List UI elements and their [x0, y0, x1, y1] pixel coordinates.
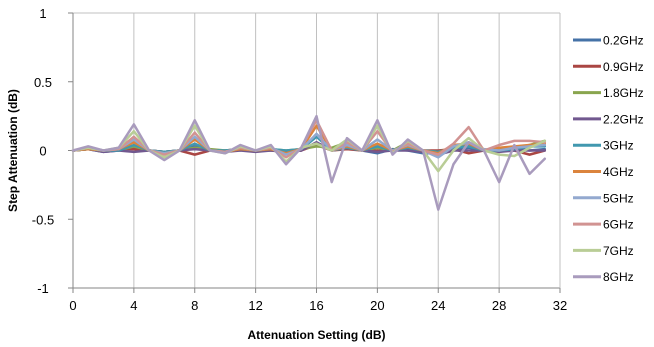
series-line-8GHz [71, 114, 547, 211]
x-tick-label: 4 [130, 298, 137, 313]
x-tick-label: 28 [492, 298, 506, 313]
legend-label-2.2GHz: 2.2GHz [603, 112, 644, 126]
x-tick-label: 0 [69, 298, 76, 313]
legend-label-6GHz: 6GHz [603, 218, 634, 232]
y-tick-label: -1 [37, 281, 49, 296]
y-tick-label: 0 [39, 144, 46, 159]
legend: 0.2GHz 0.9GHz 1.8GHz 2.2GHz 3GHz 4GHz 5GHz 6GHz… [573, 34, 644, 284]
x-tick-label: 32 [553, 298, 567, 313]
legend-label-0.2GHz: 0.2GHz [603, 34, 644, 48]
x-axis-title: Attenuation Setting (dB) [248, 328, 386, 342]
legend-label-0.9GHz: 0.9GHz [603, 60, 644, 74]
x-tick-label: 8 [191, 298, 198, 313]
y-axis-title: Step Attenuation (dB) [6, 89, 20, 212]
series-group [71, 114, 547, 211]
y-tick-label: 0.5 [34, 75, 52, 90]
x-tick-label: 12 [248, 298, 262, 313]
tick-labels: -1 -0.5 0 0.5 1 0 4 8 12 16 20 24 28 32 [32, 6, 567, 313]
legend-label-7GHz: 7GHz [603, 244, 634, 258]
legend-label-4GHz: 4GHz [603, 165, 634, 179]
legend-label-8GHz: 8GHz [603, 270, 634, 284]
y-tick-label: -0.5 [32, 212, 54, 227]
y-tick-label: 1 [39, 6, 46, 21]
x-tick-label: 20 [370, 298, 384, 313]
legend-label-5GHz: 5GHz [603, 191, 634, 205]
legend-label-3GHz: 3GHz [603, 139, 634, 153]
x-tick-label: 16 [309, 298, 323, 313]
x-tick-label: 24 [431, 298, 445, 313]
legend-label-1.8GHz: 1.8GHz [603, 86, 644, 100]
